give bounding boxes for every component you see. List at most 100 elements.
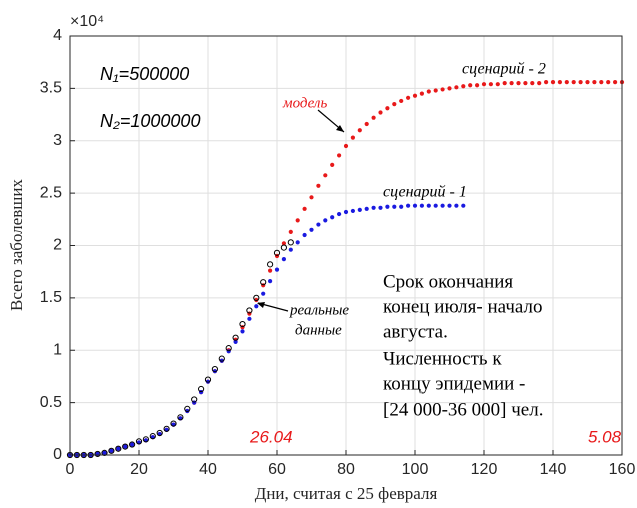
point [337, 211, 342, 217]
point [273, 249, 281, 256]
y-tick-label: 3 [53, 132, 62, 149]
point [454, 203, 459, 208]
annotation: сценарий - 2 [462, 61, 546, 78]
point [385, 106, 390, 111]
note-line: [24 000-36 000] чел. [383, 399, 543, 420]
point [530, 81, 535, 86]
note: Срок окончания конец июля- начало август… [383, 271, 543, 420]
point [454, 85, 459, 90]
point [142, 436, 149, 443]
point [130, 442, 135, 447]
point [571, 79, 576, 85]
point [406, 203, 411, 208]
point [378, 110, 383, 115]
arrow-head [257, 302, 265, 308]
note-line: концу эпидемии - [383, 373, 525, 394]
point [578, 79, 583, 85]
x-tick-label: 80 [337, 461, 355, 478]
point [468, 83, 473, 88]
x-tick-label: 100 [402, 461, 429, 478]
point [253, 294, 260, 301]
point [123, 444, 128, 449]
point [267, 261, 274, 268]
point [406, 95, 411, 100]
point [198, 385, 205, 393]
point [440, 87, 445, 92]
point [461, 84, 466, 89]
point [357, 128, 362, 133]
point [115, 445, 122, 452]
point [135, 438, 143, 445]
y-tick-label: 4 [53, 27, 62, 44]
point [426, 89, 431, 94]
point [102, 450, 107, 456]
point [185, 408, 190, 414]
point [419, 91, 424, 96]
point [606, 79, 611, 85]
point [544, 79, 549, 85]
point [378, 205, 383, 210]
point [316, 222, 321, 227]
point [613, 79, 618, 85]
annotation: N₂=1000000 [100, 111, 200, 131]
point [364, 206, 369, 211]
point [564, 79, 569, 85]
y-tick-label: 2 [53, 237, 62, 254]
point [204, 376, 212, 383]
point [260, 279, 267, 286]
point [371, 205, 376, 210]
point [392, 101, 397, 107]
x-tick-label: 140 [540, 461, 567, 478]
y-tick-label: 0.5 [40, 394, 62, 411]
note-line: Срок окончания [383, 271, 513, 292]
point [184, 405, 191, 413]
y-tick-label: 2.5 [40, 184, 62, 201]
point [246, 307, 253, 314]
point [302, 206, 307, 211]
y-tick-label: 0 [53, 446, 62, 463]
point [163, 425, 170, 432]
point [268, 279, 273, 284]
point [357, 207, 362, 212]
x-tick-label: 120 [471, 461, 498, 478]
x-tick-label: 160 [609, 461, 636, 478]
point [447, 86, 452, 91]
point [122, 443, 129, 450]
point [399, 204, 404, 209]
y-multiplier: ×10⁴ [70, 13, 104, 30]
annotation: сценарий - 1 [383, 184, 467, 201]
annotation: данные [295, 322, 342, 338]
point [274, 267, 280, 272]
point [295, 218, 300, 223]
y-tick-label: 3.5 [40, 80, 62, 97]
point [599, 79, 604, 85]
point [343, 209, 349, 215]
point [309, 227, 314, 232]
annotation: реальные [289, 302, 349, 318]
x-tick-label: 40 [199, 461, 217, 478]
x-axis-label: Дни, считая с 25 февраля [255, 484, 438, 503]
y-axis-label: Всего заболевших [7, 179, 26, 311]
point [170, 420, 177, 427]
point [433, 88, 438, 93]
point [350, 135, 355, 140]
point [550, 79, 556, 85]
point [129, 441, 136, 448]
point [323, 218, 328, 223]
point [108, 447, 115, 454]
point [225, 345, 232, 352]
point [433, 203, 438, 208]
point [288, 247, 293, 252]
y-tick-label: 1.5 [40, 289, 62, 306]
point [218, 355, 225, 362]
point [309, 195, 314, 200]
point [177, 414, 184, 421]
point [109, 448, 114, 453]
annotation: модель [282, 95, 327, 111]
point [233, 339, 238, 344]
note-line: Численность к [383, 348, 502, 369]
point [280, 244, 287, 251]
point [557, 79, 563, 85]
note-line: конец июля- начало [383, 296, 542, 317]
